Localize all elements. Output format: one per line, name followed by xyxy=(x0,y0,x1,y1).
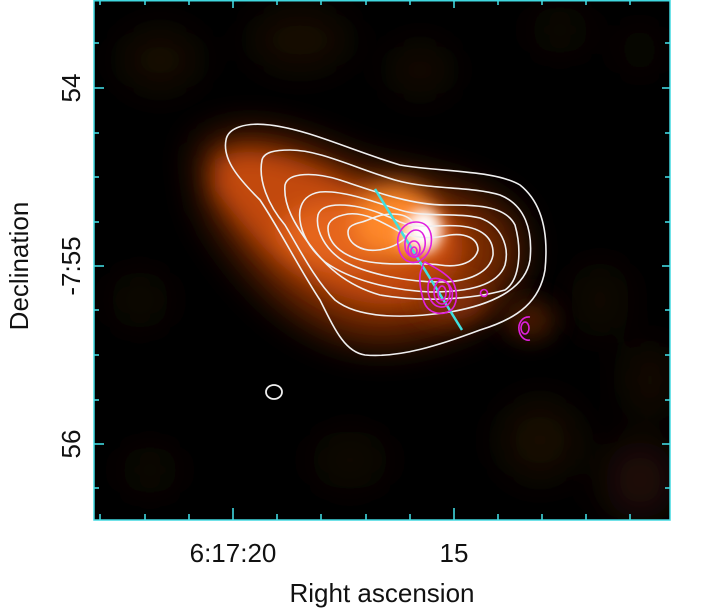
beam-ellipse xyxy=(265,384,283,400)
y-axis-label: Declination xyxy=(4,202,34,331)
white-contours xyxy=(224,123,547,400)
x-tick-label: 6:17:20 xyxy=(190,538,277,568)
cyan-axis-line xyxy=(373,188,464,331)
y-tick-label: 56 xyxy=(56,430,86,459)
magenta-contours xyxy=(396,221,531,341)
x-tick-label: 15 xyxy=(440,538,469,568)
plot-frame xyxy=(93,0,671,521)
emission-image xyxy=(94,0,670,520)
x-axis-ticks xyxy=(99,0,631,520)
y-tick-label: -7:55 xyxy=(56,236,86,295)
y-axis-ticks xyxy=(94,42,670,489)
x-axis-label: Right ascension xyxy=(290,578,475,608)
y-tick-label: 54 xyxy=(56,74,86,103)
